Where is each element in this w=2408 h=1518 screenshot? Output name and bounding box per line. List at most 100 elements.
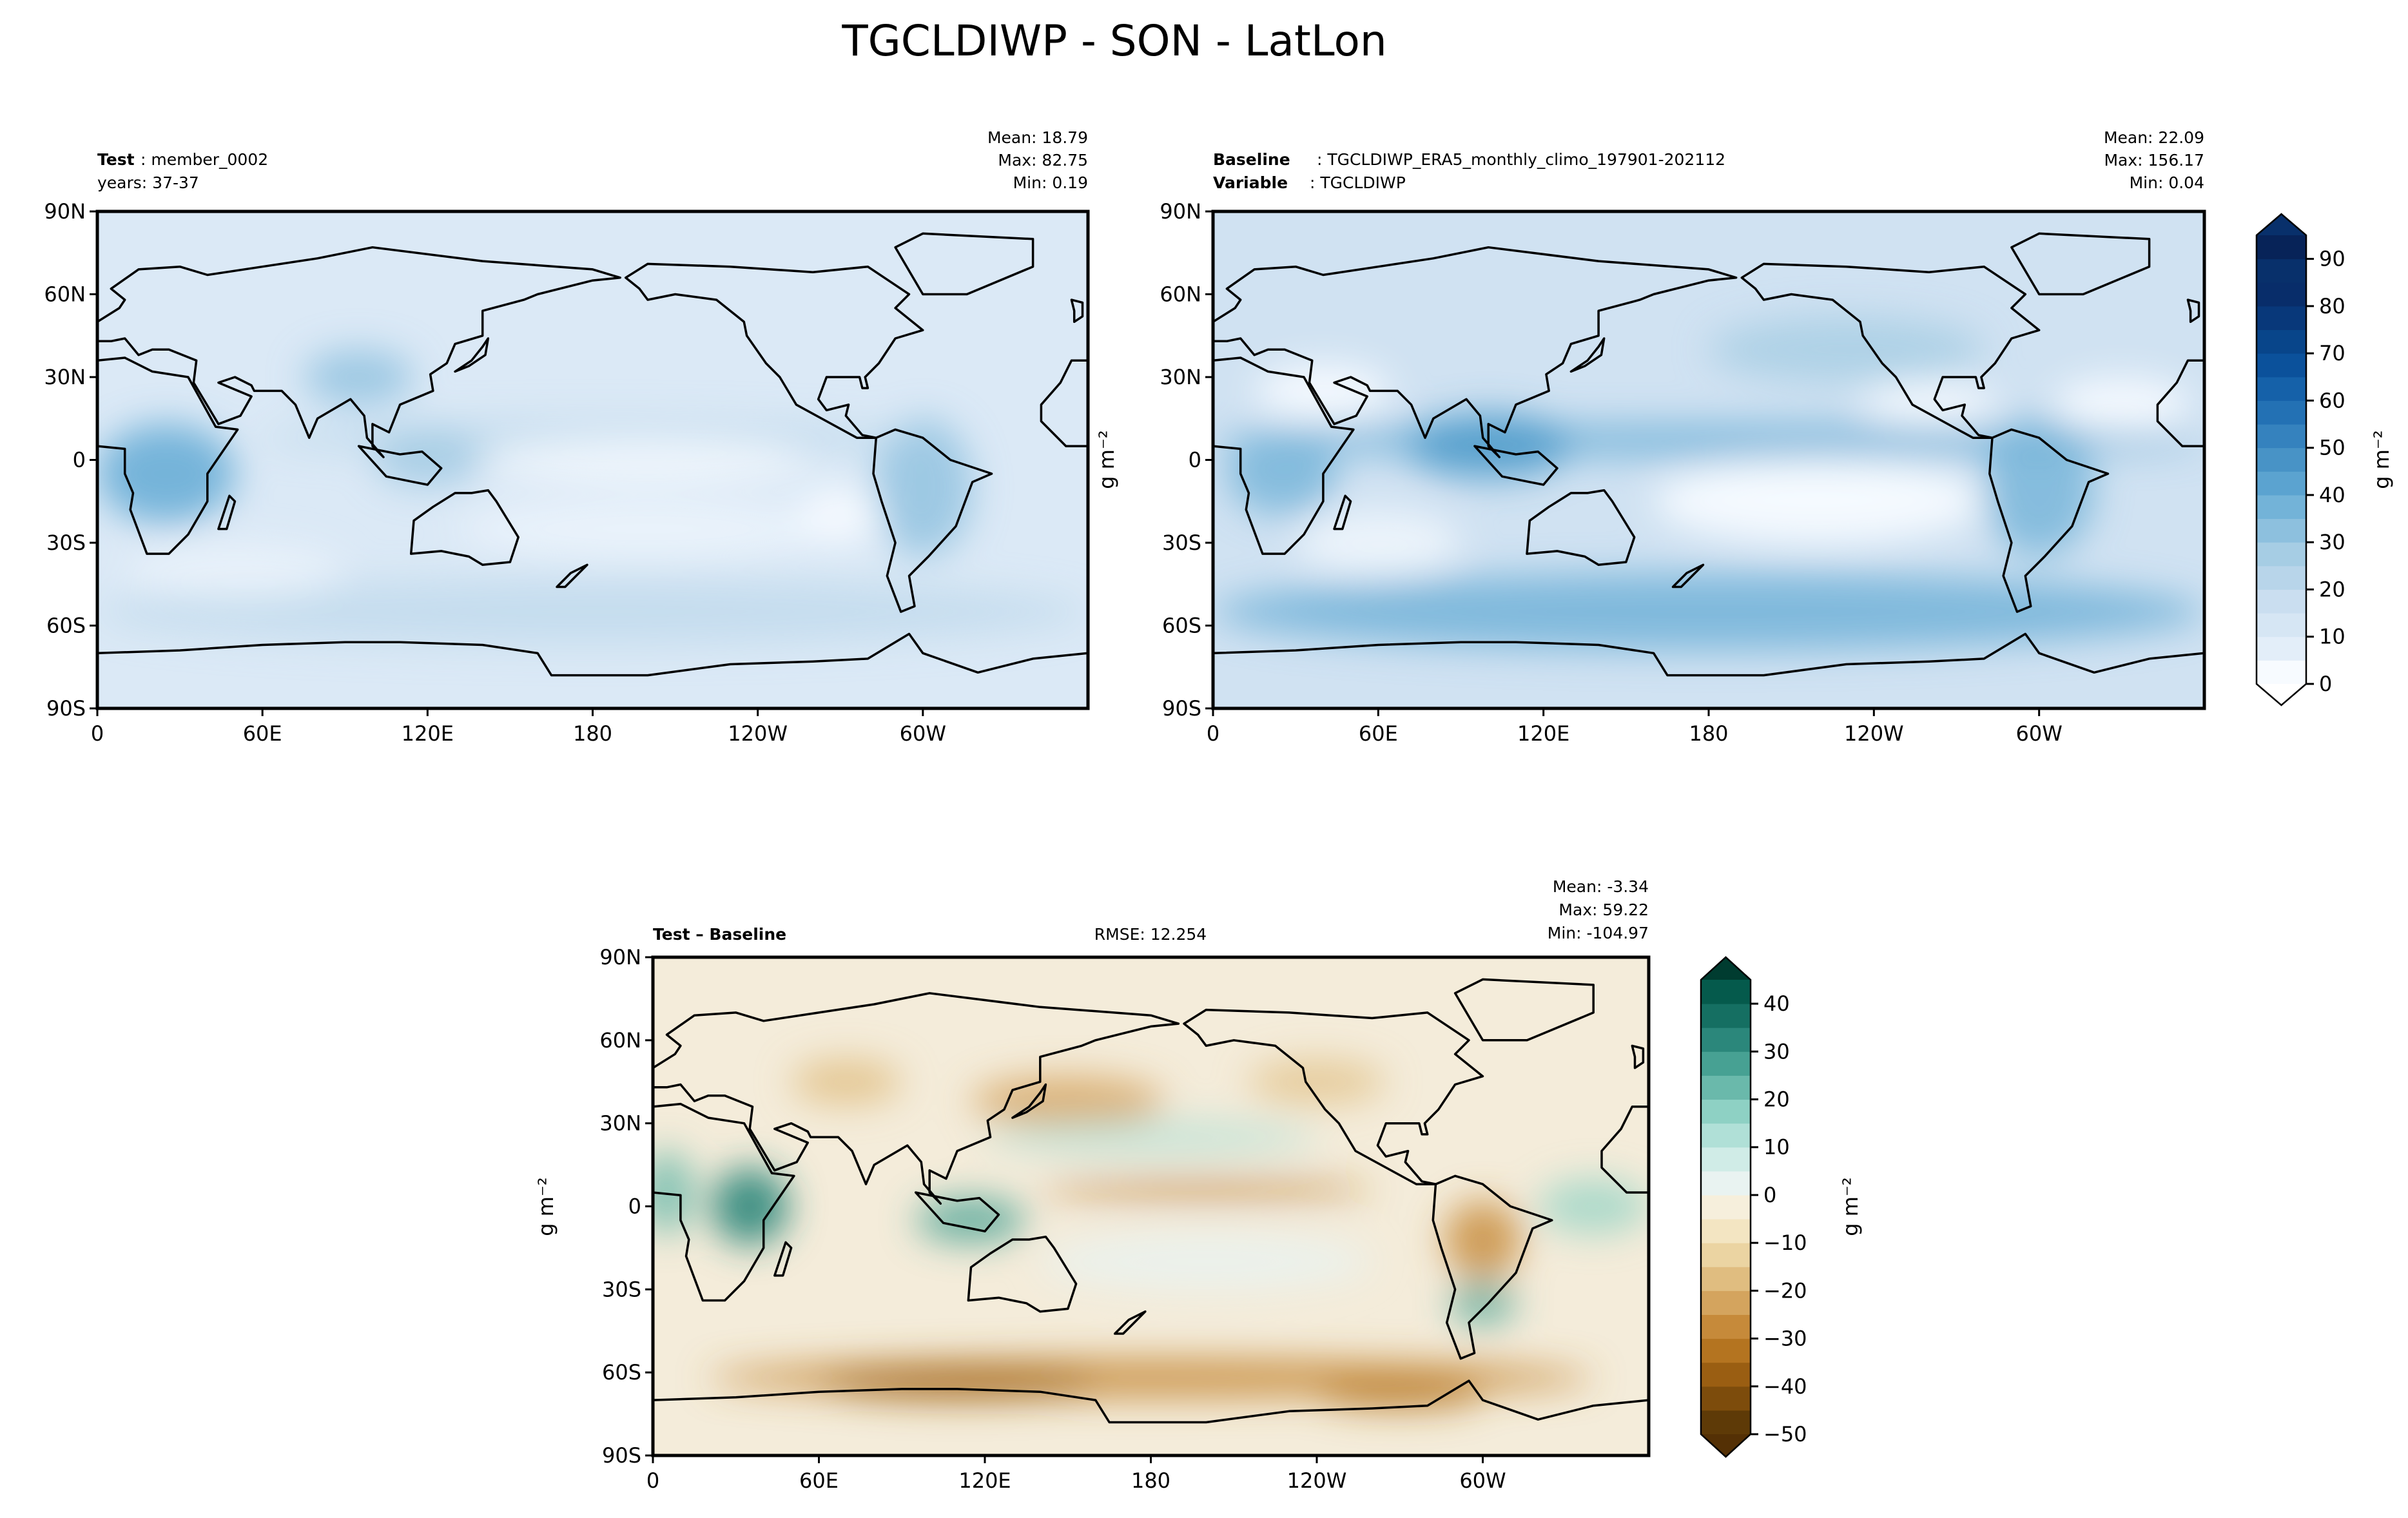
colorbar-segment xyxy=(1701,1051,1751,1076)
colorbar-segment xyxy=(1701,1267,1751,1291)
field-region xyxy=(1227,432,1337,516)
coastline-uk xyxy=(1070,298,1084,324)
coastline-africa xyxy=(97,356,239,555)
field-region xyxy=(1709,316,1985,383)
colorbar-segment xyxy=(2257,613,2306,637)
field-region xyxy=(482,438,813,482)
coastline-westafrica xyxy=(2156,359,2204,447)
colorbar-segment xyxy=(2257,400,2306,425)
colorbar-tick-label: 40 xyxy=(2319,483,2345,507)
colorbar-tick-label: −30 xyxy=(1763,1327,1807,1351)
field-region xyxy=(1040,1181,1372,1198)
coastline-indonesia xyxy=(357,445,443,486)
y-tick-label: 60S xyxy=(602,1360,641,1385)
colorbar-tick-label: 40 xyxy=(1763,991,1790,1016)
y-tick-label: 0 xyxy=(1189,448,1201,472)
x-tick-label: 60W xyxy=(900,721,946,746)
diff-max: Max: 59.22 xyxy=(1558,900,1649,919)
diff-mean: Mean: -3.34 xyxy=(1553,877,1649,896)
y-tick-label: 60S xyxy=(46,614,86,638)
colorbar-segment xyxy=(1701,1194,1751,1220)
colorbar-segment xyxy=(2257,306,2306,331)
coastline-namerica xyxy=(1183,1008,1484,1185)
y-tick-label: 0 xyxy=(73,448,86,472)
y-tick-label: 90N xyxy=(599,945,641,969)
colorbar-segment xyxy=(2257,282,2306,307)
colorbar-tick-label: 50 xyxy=(2319,436,2345,460)
field-region xyxy=(873,418,973,557)
field-region xyxy=(1859,382,1998,427)
difference-map: 0 60E 120E 180 120W 60W 90N 60N 30N 0 30S 60S 90S xyxy=(599,945,1651,1493)
test-max: Max: 82.75 xyxy=(998,151,1088,170)
field-region xyxy=(124,543,345,598)
coastline-samerica xyxy=(1432,1174,1553,1360)
coastline-antarctica xyxy=(97,632,1088,677)
y-tick-label: 90S xyxy=(1162,696,1201,721)
test-map: 0 60E 120E 180 120W 60W 90N 60N 30N 0 30S 60S 90S xyxy=(44,199,1090,746)
difference-panel: Test – Baseline RMSE: 12.254 Mean: -3.34… xyxy=(534,877,1651,1493)
coastline-japan xyxy=(454,337,490,373)
colorbar-segment xyxy=(1701,1386,1751,1411)
baseline-map: 0 60E 120E 180 120W 60W 90N 60N 30N 0 30S 60S 90S xyxy=(1160,199,2206,746)
field-region xyxy=(1450,1281,1516,1326)
data-field xyxy=(97,211,1088,708)
baseline-variable-value: : TGCLDIWP xyxy=(1310,173,1406,192)
field-region xyxy=(971,1076,1165,1126)
x-tick-label: 120W xyxy=(1287,1468,1347,1493)
coastline-eurasia xyxy=(1213,246,1738,458)
colorbar-segment xyxy=(2257,636,2306,661)
y-tick-label: 30N xyxy=(44,365,86,389)
field-region xyxy=(711,1167,789,1245)
colorbar-segment xyxy=(1701,1243,1751,1267)
y-tick-label: 60N xyxy=(44,282,86,307)
y-tick-label: 30S xyxy=(602,1277,641,1301)
y-tick-label: 90S xyxy=(46,696,86,721)
colorbar-segment xyxy=(2257,447,2306,472)
coastline-australia xyxy=(409,489,519,567)
x-tick-label: 0 xyxy=(1207,721,1219,746)
coastline-africa xyxy=(653,1102,795,1302)
coastline-samerica xyxy=(1988,428,2110,613)
coastline-australia xyxy=(1526,489,1636,567)
diff-min: Min: -104.97 xyxy=(1548,924,1649,942)
y-tick-label: 30N xyxy=(1160,365,1201,389)
baseline-max: Max: 156.17 xyxy=(2104,151,2204,170)
field-region xyxy=(304,349,414,405)
field-region xyxy=(1317,1381,1483,1408)
y-tick-label: 90N xyxy=(44,199,86,224)
y-tick-label: 30S xyxy=(1162,530,1201,555)
y-tick-label: 90N xyxy=(1160,199,1201,224)
y-tick-label: 60N xyxy=(1160,282,1201,307)
data-field xyxy=(653,957,1649,1455)
coastline-nz xyxy=(1113,1310,1147,1335)
x-tick-label: 180 xyxy=(1131,1468,1170,1493)
x-tick-label: 60E xyxy=(799,1468,839,1493)
colorbar-segment xyxy=(2257,494,2306,520)
colorbar-tick-label: 60 xyxy=(2319,388,2345,413)
field-region xyxy=(1444,1200,1522,1279)
y-tick-label: 30S xyxy=(46,530,86,555)
test-years: years: 37-37 xyxy=(97,173,199,192)
colorbar-tick-label: 30 xyxy=(1763,1039,1790,1064)
colorbar-segment xyxy=(1701,1147,1751,1172)
test-panel: Test : member_0002 years: 37-37 Mean: 18… xyxy=(44,128,1090,746)
colorbar-extend-min xyxy=(1701,1434,1751,1457)
field-region xyxy=(1247,1059,1386,1104)
coastline-japan xyxy=(1011,1083,1047,1119)
baseline-variable-label: Variable xyxy=(1213,173,1288,192)
colorbar-tick-label: 20 xyxy=(1763,1087,1790,1112)
field-region xyxy=(985,1120,1317,1154)
colorbar-extend-max xyxy=(1701,957,1751,980)
colorbar-segment xyxy=(1701,980,1751,1004)
field-region xyxy=(819,1367,1096,1401)
coastline-samerica xyxy=(872,428,993,613)
main-colorbar: 0 10 20 30 40 50 60 70 80 90 xyxy=(2255,213,2345,706)
coastline-indonesia xyxy=(1473,445,1558,486)
coastline-namerica xyxy=(624,262,924,439)
colorbar-segment xyxy=(1701,1075,1751,1100)
colorbar-extend-min xyxy=(2257,684,2306,705)
colorbar-tick-label: −10 xyxy=(1763,1231,1807,1255)
coastline-nz xyxy=(556,563,588,589)
coastline-eurasia xyxy=(653,992,1180,1205)
field-region xyxy=(455,501,840,557)
